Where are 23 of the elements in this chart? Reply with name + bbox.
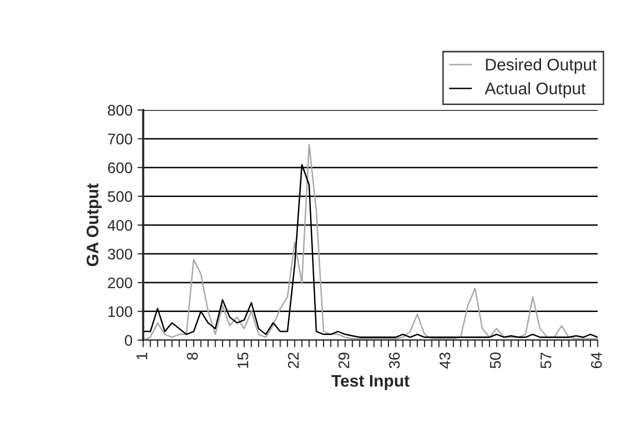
y-tick-label: 800 [108,104,132,116]
x-tick-label: 64 [590,352,602,368]
legend-label: Actual Output [484,82,586,98]
x-tick-label: 1 [136,352,148,360]
y-tick-label: 0 [124,334,132,346]
y-tick-label: 200 [108,277,132,288]
y-tick-label: 600 [108,162,132,174]
y-tick-label: 700 [108,134,132,144]
x-tick-label: 43 [439,352,450,369]
y-tick-label: 300 [108,248,132,260]
x-tick-label: 57 [540,352,552,368]
x-tick-label: 29 [338,352,350,368]
x-axis-title: Test Input [331,375,410,390]
x-tick-label: 36 [388,352,400,368]
y-tick-label: 100 [108,306,132,318]
x-tick-label: 8 [186,352,198,360]
x-tick-label: 22 [288,352,299,368]
x-tick-label: 50 [490,352,501,368]
y-tick-label: 500 [108,191,132,202]
x-tick-label: 15 [238,352,248,368]
y-axis-title: GA Output [86,183,102,266]
legend-label: Desired Output [486,58,597,74]
y-tick-label: 400 [108,220,132,231]
